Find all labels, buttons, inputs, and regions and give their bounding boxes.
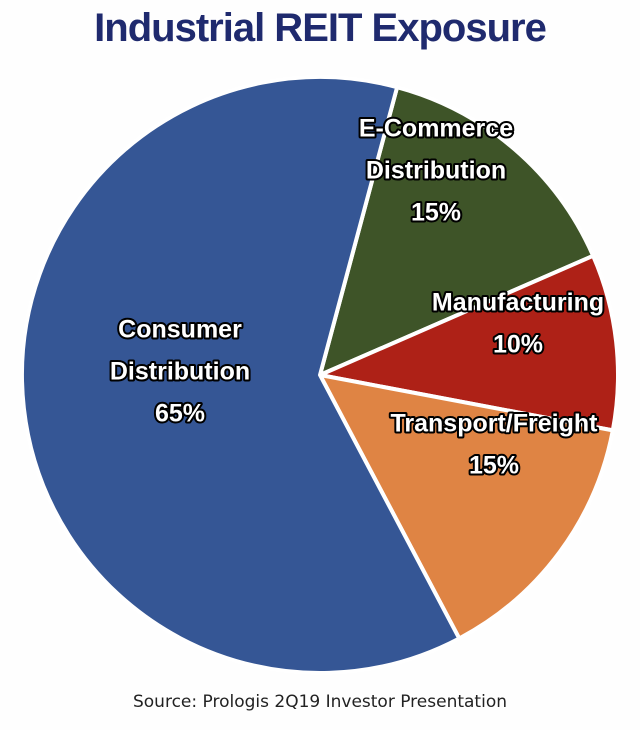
pie-slice-1	[318, 253, 620, 433]
slice-label-3-line-2: 65%	[155, 400, 205, 428]
slice-label-2-line-1: 15%	[469, 452, 519, 480]
slice-label-3-line-0: Consumer	[118, 316, 242, 344]
source-note: Source: Prologis 2Q19 Investor Presentat…	[132, 692, 507, 712]
pie-slice-3	[20, 75, 462, 675]
slice-label-0-line-2: 15%	[411, 199, 461, 227]
chart-title: Industrial REIT Exposure	[94, 6, 547, 50]
pie-slice-0	[318, 85, 596, 377]
slice-label-0-line-1: Distribution	[366, 157, 506, 185]
slice-label-1-line-0: Manufacturing	[432, 289, 604, 317]
slice-label-3-line-1: Distribution	[110, 358, 250, 386]
slice-label-2-line-0: Transport/Freight	[391, 410, 599, 438]
slice-label-0-line-0: E-Commerce	[359, 115, 513, 143]
slice-label-1-line-1: 10%	[493, 331, 543, 359]
pie-slice-2	[318, 373, 615, 641]
